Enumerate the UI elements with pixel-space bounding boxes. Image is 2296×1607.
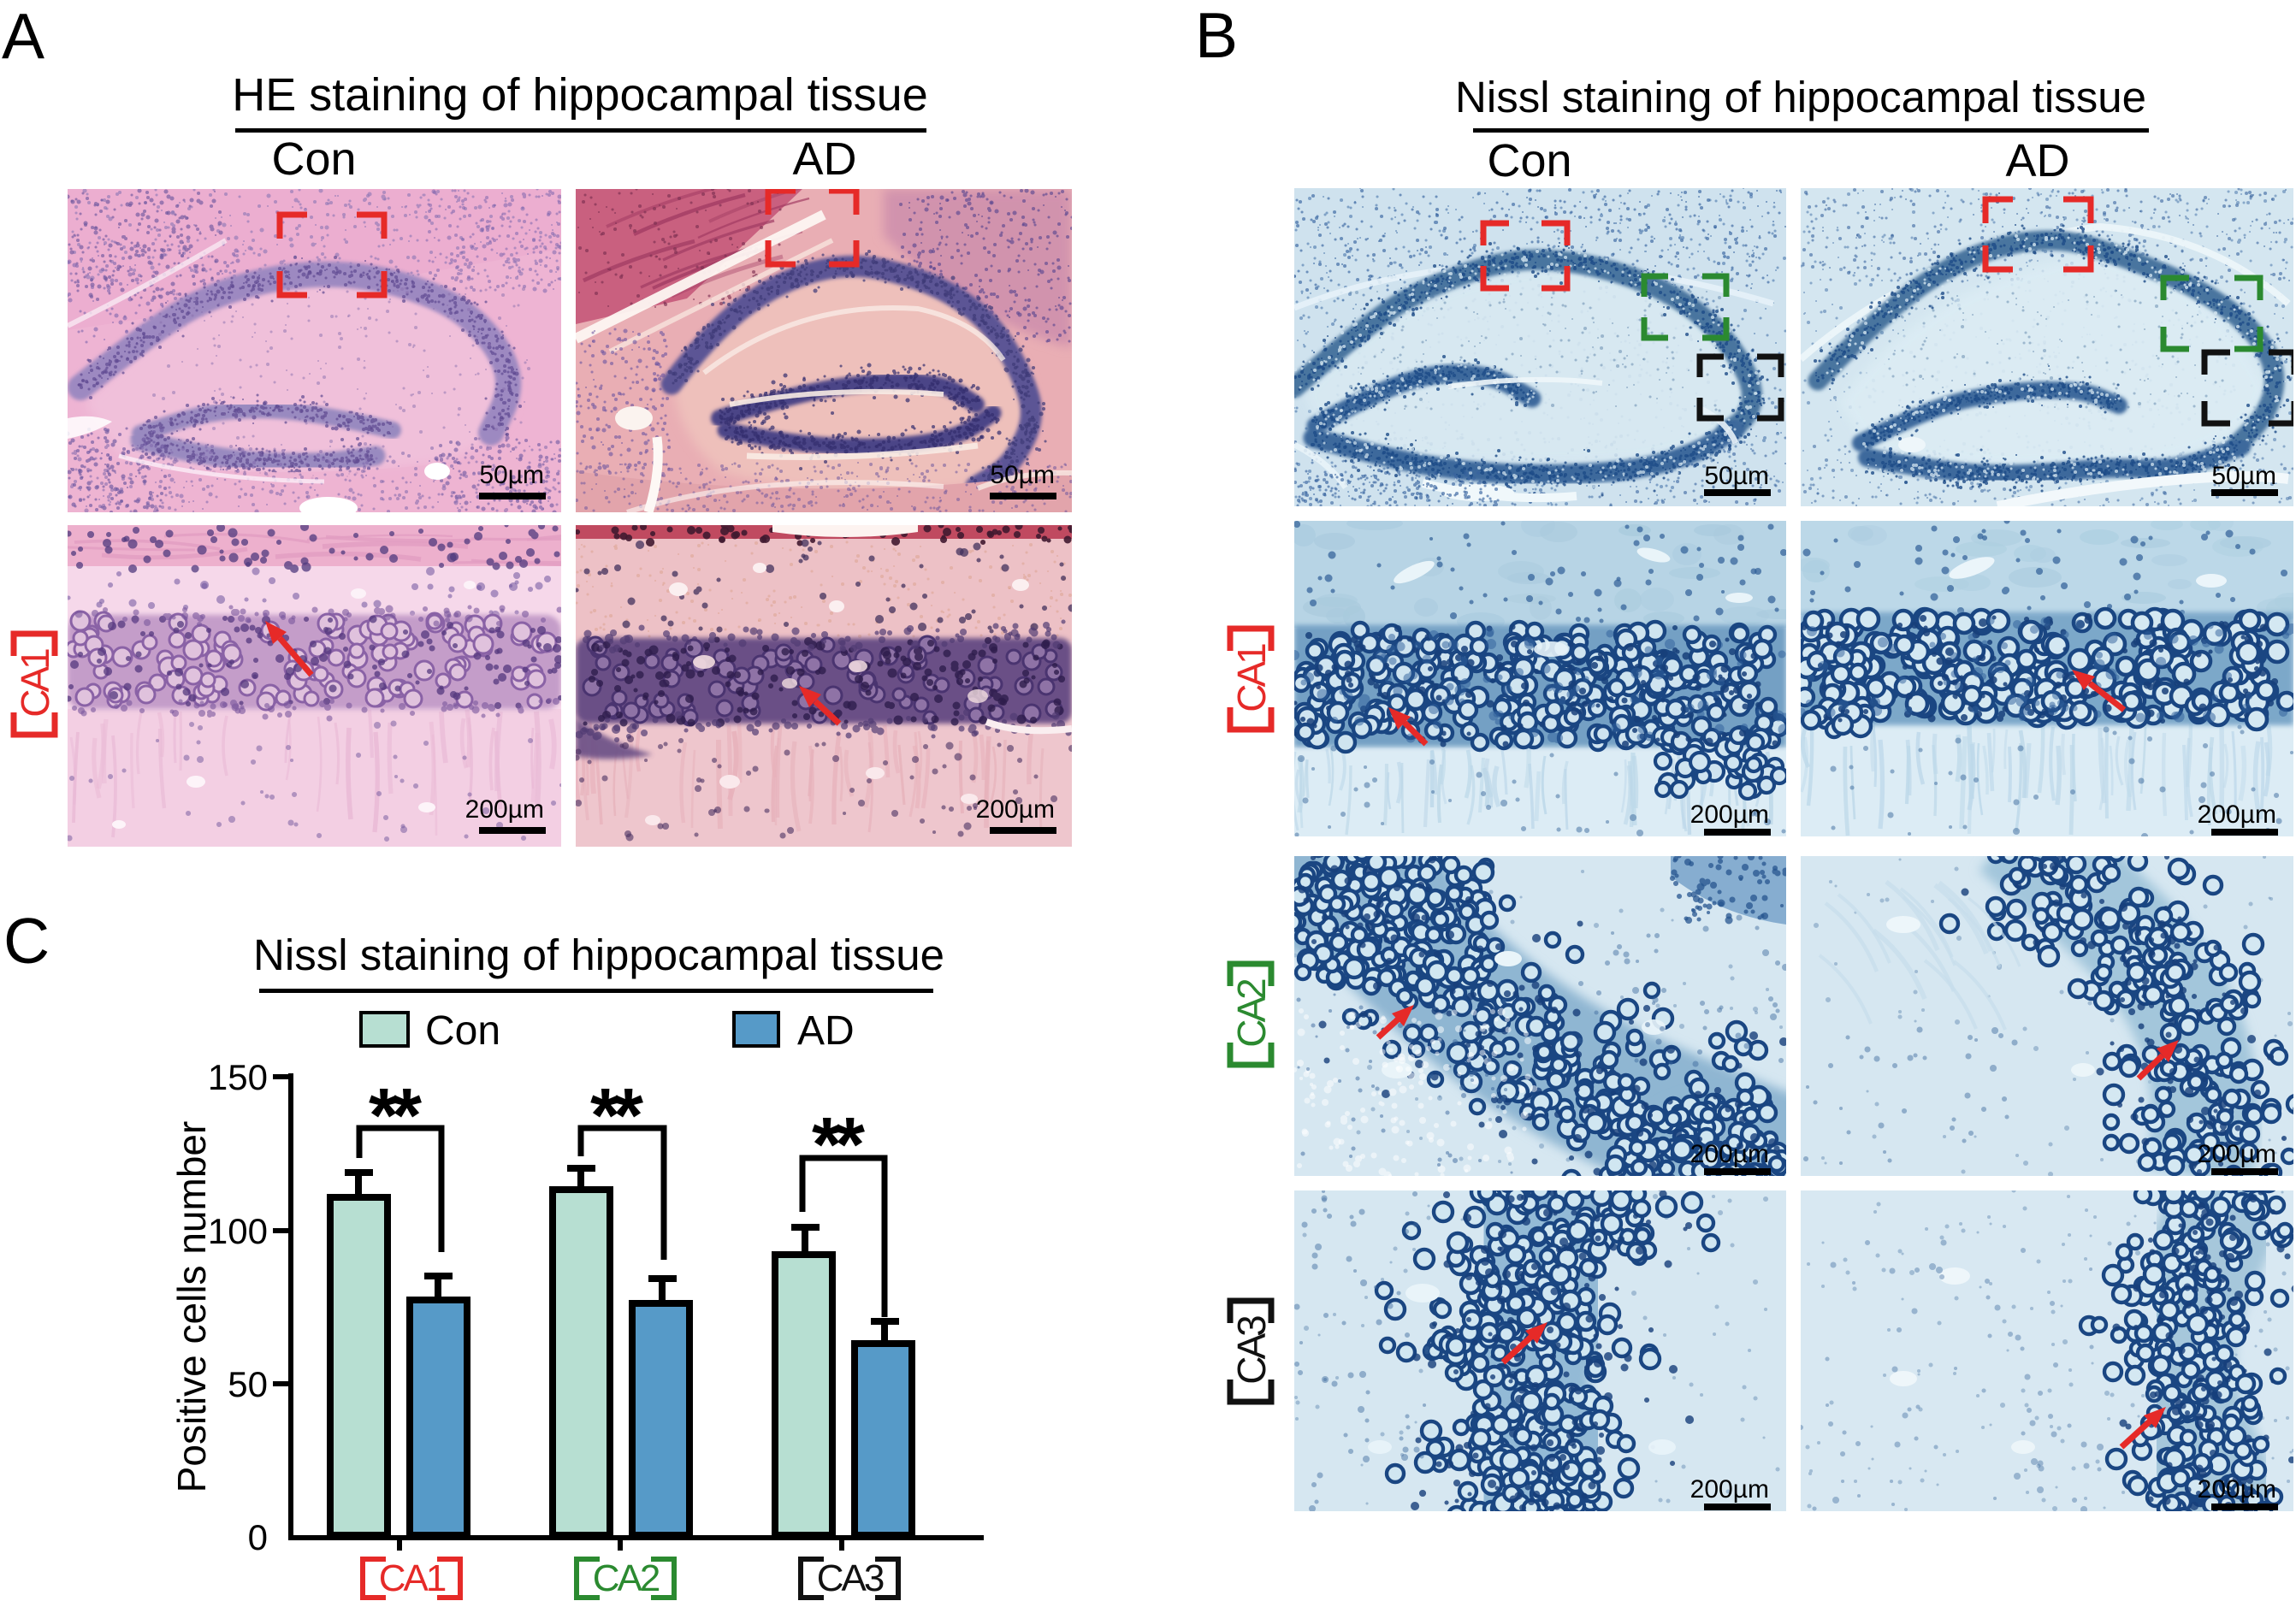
svg-text:CA1: CA1 (379, 1557, 446, 1599)
svg-text:Con: Con (1487, 135, 1571, 186)
svg-text:200µm: 200µm (1690, 1475, 1769, 1504)
svg-text:Con: Con (425, 1008, 500, 1054)
svg-text:CA2: CA2 (593, 1557, 660, 1599)
svg-text:AD: AD (797, 1008, 855, 1054)
svg-text:A: A (2, 0, 44, 72)
svg-text:200µm: 200µm (1690, 801, 1769, 829)
svg-text:CA1: CA1 (13, 649, 57, 718)
svg-text:150: 150 (208, 1057, 268, 1097)
svg-text:50µm: 50µm (2211, 462, 2276, 490)
svg-text:Nissl staining of hippocampal: Nissl staining of hippocampal tissue (253, 931, 944, 979)
svg-text:200µm: 200µm (976, 795, 1055, 824)
svg-text:**: ** (812, 1102, 865, 1188)
svg-text:200µm: 200µm (1690, 1140, 1769, 1168)
svg-text:200µm: 200µm (2198, 801, 2276, 829)
svg-text:**: ** (590, 1073, 643, 1159)
svg-text:AD: AD (2005, 135, 2069, 186)
svg-text:Positive cells number: Positive cells number (169, 1121, 214, 1493)
svg-text:C: C (3, 905, 50, 977)
svg-text:CA3: CA3 (817, 1557, 884, 1599)
svg-text:0: 0 (248, 1517, 268, 1557)
svg-text:CA1: CA1 (1229, 644, 1274, 712)
svg-text:Con: Con (271, 133, 356, 185)
svg-text:Nissl staining of hippocampal: Nissl staining of hippocampal tissue (1455, 73, 2146, 121)
svg-text:AD: AD (792, 133, 856, 185)
svg-text:200µm: 200µm (2198, 1475, 2276, 1504)
svg-text:50: 50 (228, 1364, 268, 1404)
svg-text:50µm: 50µm (1704, 462, 1769, 490)
svg-text:HE staining of hippocampal tis: HE staining of hippocampal tissue (232, 69, 927, 121)
svg-text:B: B (1195, 0, 1238, 71)
svg-text:CA2: CA2 (1229, 979, 1274, 1048)
svg-text:200µm: 200µm (2198, 1140, 2276, 1168)
svg-text:50µm: 50µm (479, 461, 544, 489)
svg-text:100: 100 (208, 1211, 268, 1251)
svg-text:CA3: CA3 (1229, 1316, 1274, 1385)
svg-text:**: ** (369, 1073, 422, 1159)
svg-text:200µm: 200µm (465, 795, 544, 824)
svg-text:50µm: 50µm (990, 461, 1055, 489)
